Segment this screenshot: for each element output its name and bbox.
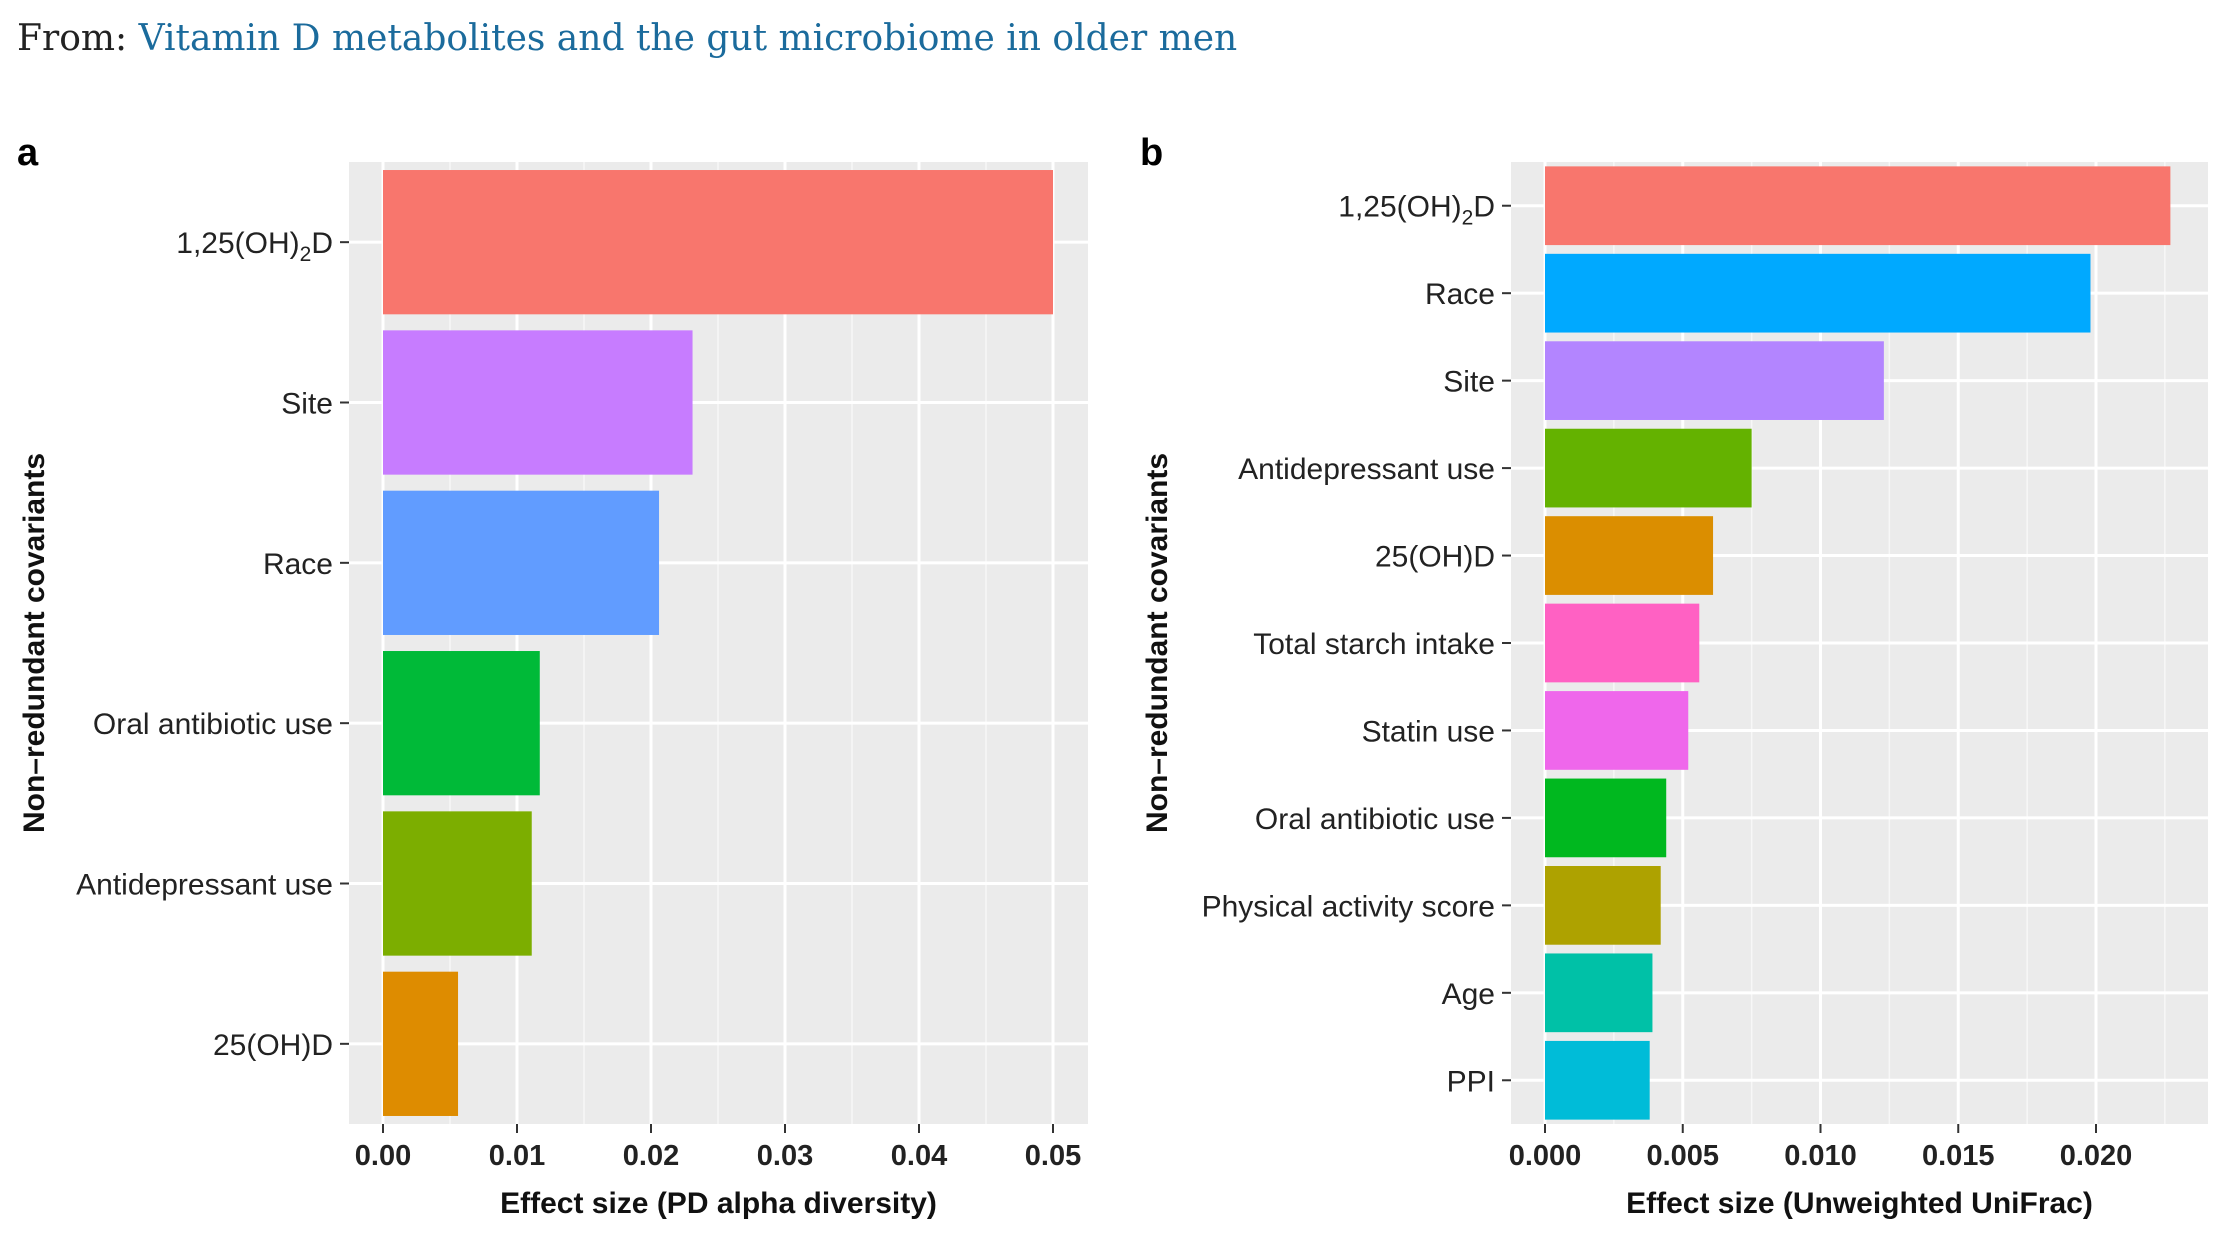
category-label: Antidepressant use bbox=[1238, 453, 1495, 486]
category-label-text: 25(OH)D bbox=[1375, 541, 1495, 574]
category-label: Physical activity score bbox=[1202, 890, 1495, 923]
x-tick-label: 0.00 bbox=[355, 1140, 411, 1172]
bar bbox=[1545, 691, 1689, 770]
category-label-text: 1,25(OH) bbox=[1338, 191, 1461, 224]
x-tick-label: 0.02 bbox=[623, 1140, 679, 1172]
x-tick-label: 0.05 bbox=[1025, 1140, 1081, 1172]
bar bbox=[383, 971, 459, 1116]
category-label-text: Oral antibiotic use bbox=[93, 708, 333, 741]
panel-b-label: b bbox=[1140, 132, 1163, 174]
category-label-subscript: 2 bbox=[300, 243, 312, 266]
bar bbox=[1545, 603, 1700, 683]
category-label-text: Race bbox=[1425, 278, 1495, 311]
y-axis-title: Non–redundant covariants bbox=[18, 453, 51, 833]
category-label: 1,25(OH)2D bbox=[176, 227, 333, 266]
category-label: Antidepressant use bbox=[76, 869, 333, 902]
bar bbox=[1545, 778, 1667, 858]
category-label: 25(OH)D bbox=[213, 1029, 333, 1062]
y-axis-title: Non–redundant covariants bbox=[1141, 453, 1174, 833]
bar bbox=[383, 811, 532, 956]
chart-panel-a: 0.00 0.01 0.02 0.03 0.04 0.05 1,25(OH)2D Site Ra… bbox=[18, 162, 1088, 1220]
bar bbox=[383, 651, 540, 796]
category-label-text: Oral antibiotic use bbox=[1255, 803, 1495, 836]
category-label: Age bbox=[1442, 978, 1495, 1011]
x-tick-label: 0.015 bbox=[1922, 1140, 1995, 1172]
category-label-subscript: 2 bbox=[1462, 207, 1474, 230]
category-label: PPI bbox=[1447, 1065, 1495, 1098]
x-tick-label: 0.020 bbox=[2060, 1140, 2133, 1172]
x-tick-label: 0.010 bbox=[1784, 1140, 1857, 1172]
category-label-text: Total starch intake bbox=[1253, 628, 1495, 661]
category-label: Race bbox=[263, 548, 333, 581]
chart-panel-b: 0.000 0.005 0.010 0.015 0.020 1,25(OH)2D Race S… bbox=[1141, 162, 2208, 1220]
category-label: Statin use bbox=[1362, 715, 1495, 748]
bar bbox=[1545, 166, 2171, 246]
category-label-text: Antidepressant use bbox=[1238, 453, 1495, 486]
panel-a-label: a bbox=[17, 132, 39, 174]
category-label: Total starch intake bbox=[1253, 628, 1495, 661]
category-label-text: PPI bbox=[1447, 1065, 1495, 1098]
bar bbox=[383, 330, 693, 475]
category-label: Site bbox=[281, 388, 333, 421]
category-label: Oral antibiotic use bbox=[1255, 803, 1495, 836]
category-label: Race bbox=[1425, 278, 1495, 311]
category-label-text: Physical activity score bbox=[1202, 890, 1495, 923]
category-label: 25(OH)D bbox=[1375, 541, 1495, 574]
bar bbox=[1545, 428, 1752, 508]
category-label-text: Site bbox=[281, 388, 333, 421]
from-label: From: bbox=[17, 18, 128, 59]
category-label-text: Statin use bbox=[1362, 715, 1495, 748]
category-label-text: Antidepressant use bbox=[76, 869, 333, 902]
category-label-text: Site bbox=[1443, 366, 1495, 399]
bar bbox=[1545, 1040, 1650, 1120]
bar bbox=[1545, 953, 1653, 1033]
category-label: 1,25(OH)2D bbox=[1338, 191, 1495, 230]
category-label-tail: D bbox=[311, 227, 333, 260]
bar bbox=[1545, 341, 1884, 420]
source-line: From: Vitamin D metabolites and the gut … bbox=[17, 18, 1237, 59]
category-label-text: 25(OH)D bbox=[213, 1029, 333, 1062]
category-label-text: 1,25(OH) bbox=[176, 227, 299, 260]
bar bbox=[1545, 253, 2091, 333]
x-tick-label: 0.04 bbox=[891, 1140, 947, 1172]
x-axis-title: Effect size (PD alpha diversity) bbox=[500, 1187, 937, 1220]
x-tick-label: 0.01 bbox=[489, 1140, 545, 1172]
article-title-link[interactable]: Vitamin D metabolites and the gut microb… bbox=[138, 18, 1238, 59]
x-tick-label: 0.000 bbox=[1509, 1140, 1582, 1172]
category-label: Oral antibiotic use bbox=[93, 708, 333, 741]
bar bbox=[383, 490, 660, 635]
category-label-tail: D bbox=[1473, 191, 1495, 224]
x-tick-label: 0.005 bbox=[1646, 1140, 1719, 1172]
bar bbox=[383, 170, 1053, 315]
x-axis-title: Effect size (Unweighted UniFrac) bbox=[1626, 1187, 2093, 1220]
bar bbox=[1545, 516, 1714, 595]
bar bbox=[1545, 866, 1661, 945]
category-label-text: Age bbox=[1442, 978, 1495, 1011]
category-label-text: Race bbox=[263, 548, 333, 581]
category-label: Site bbox=[1443, 366, 1495, 399]
x-tick-label: 0.03 bbox=[757, 1140, 813, 1172]
